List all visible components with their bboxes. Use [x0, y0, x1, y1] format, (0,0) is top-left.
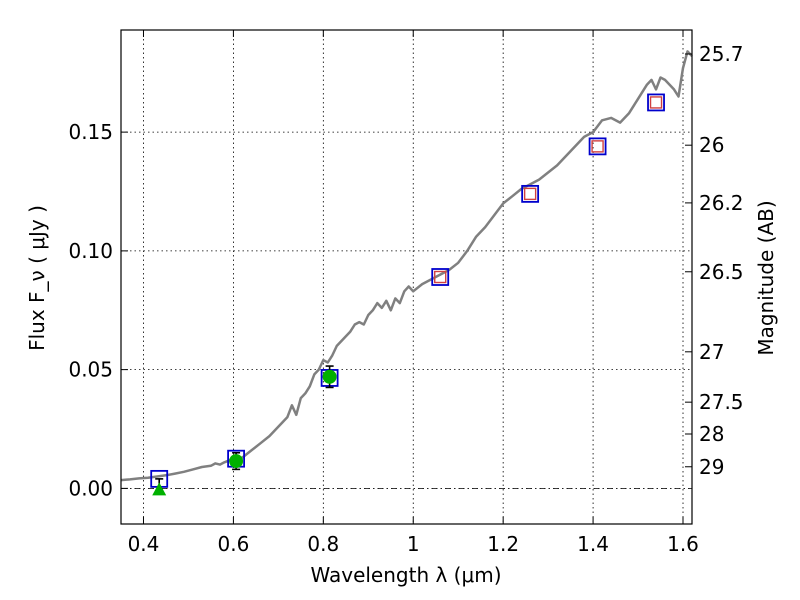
magnitude-tick-labels: 25.7 26 26.2 26.5 27 27.5 28 29 [699, 42, 744, 479]
spectrum-series [120, 50, 693, 482]
right-y-axis-title: Magnitude (AB) [754, 200, 778, 355]
plot-frame [120, 29, 693, 525]
magnitude-tick-label: 28 [699, 422, 724, 446]
observed-circle-marker [322, 369, 337, 384]
x-axis-title: Wavelength λ (μm) [310, 563, 501, 587]
photometry-markers [150, 93, 665, 496]
observed-square-marker [434, 270, 447, 284]
y-axis-title: Flux F_ν ( μJy ) [25, 205, 49, 351]
magnitude-tick-label: 26.2 [699, 191, 744, 215]
x-tick-label: 1.6 [667, 532, 699, 556]
x-tick-labels: 0.4 0.6 0.8 1 1.2 1.4 1.6 [128, 532, 699, 556]
x-tick-label: 1 [407, 532, 420, 556]
upper-limit-triangle-marker [152, 482, 167, 496]
magnitude-tick-label: 27 [699, 340, 724, 364]
magnitude-tick-label: 26 [699, 133, 724, 157]
x-tick-label: 1.4 [577, 532, 609, 556]
y-tick-labels: 0.00 0.05 0.10 0.15 [68, 120, 113, 500]
axis-ticks [121, 30, 692, 524]
x-tick-label: 1.2 [487, 532, 519, 556]
model-square-marker [431, 268, 450, 286]
magnitude-tick-label: 27.5 [699, 390, 744, 414]
model-square-marker [647, 93, 665, 112]
model-square-marker [521, 184, 540, 203]
observed-square-marker [591, 140, 604, 153]
x-tick-label: 0.6 [217, 532, 249, 556]
y-tick-label: 0.10 [68, 239, 113, 263]
x-tick-label: 0.8 [307, 532, 339, 556]
observed-square-marker [649, 96, 663, 109]
y-tick-label: 0.05 [68, 358, 113, 382]
observed-circle-marker [229, 454, 244, 469]
spectrum-line [120, 50, 693, 482]
y-tick-label: 0.00 [68, 476, 113, 500]
observed-square-marker [523, 187, 537, 201]
magnitude-tick-label: 26.5 [699, 260, 744, 284]
magnitude-tick-label: 25.7 [699, 42, 744, 66]
y-tick-label: 0.15 [68, 120, 113, 144]
x-tick-label: 0.4 [128, 532, 160, 556]
magnitude-tick-label: 29 [699, 455, 724, 479]
model-square-marker [588, 137, 607, 156]
grid-lines [121, 30, 692, 524]
